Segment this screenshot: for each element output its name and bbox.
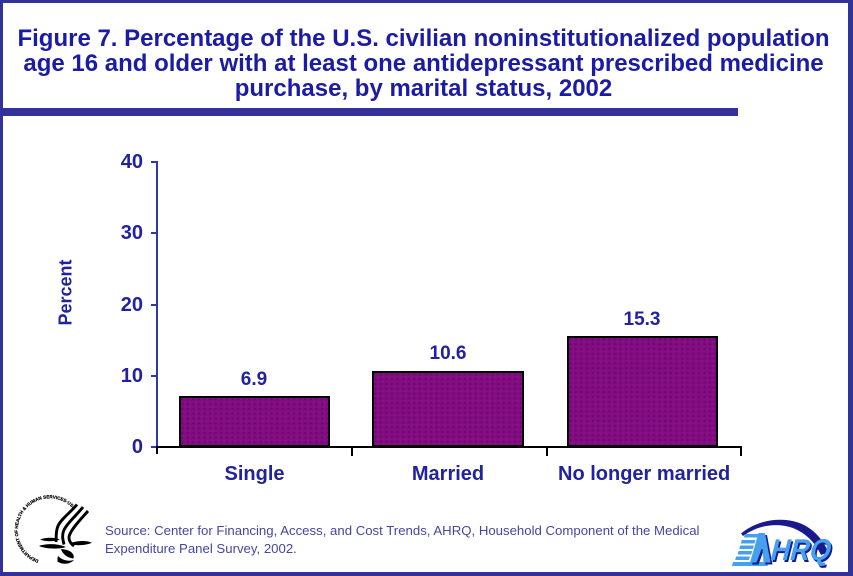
svg-text:HRQ: HRQ (767, 533, 835, 566)
svg-text:HRQ: HRQ (769, 535, 837, 568)
